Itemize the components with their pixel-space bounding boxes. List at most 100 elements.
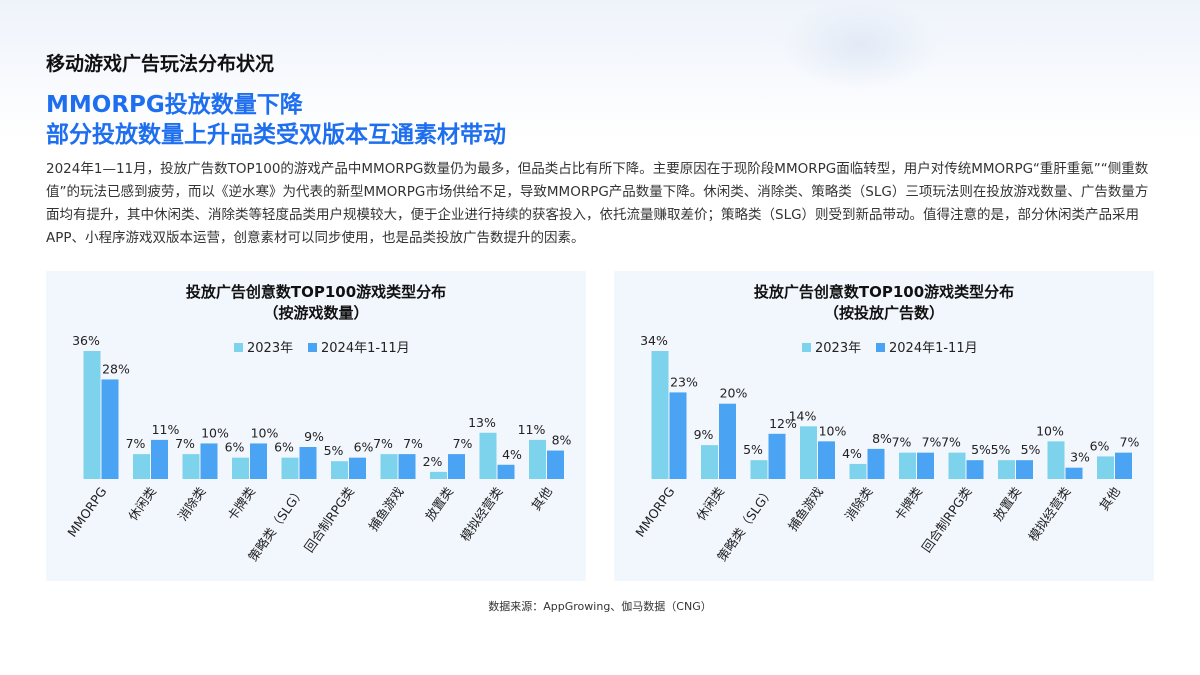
bar-2023-3	[800, 426, 817, 479]
category-label-7: 放置类	[990, 484, 1024, 524]
category-label-3: 卡牌类	[224, 484, 258, 524]
category-label-9: 其他	[1096, 484, 1123, 513]
bar-2024-9	[547, 450, 564, 479]
bar-chart-by-game-count: 投放广告创意数TOP100游戏类型分布 （按游戏数量） 2023年 2024年1-11…	[64, 283, 572, 564]
bar-2023-4	[281, 457, 299, 479]
bar-2023-2	[750, 460, 768, 479]
legend-swatch-1	[876, 343, 885, 352]
value-label-2024-0: 23%	[670, 374, 698, 389]
bar-2023-1	[701, 445, 718, 479]
value-label-2023-8: 10%	[1036, 423, 1064, 438]
legend-swatch-1	[308, 343, 317, 352]
value-label-2024-6: 7%	[403, 436, 423, 451]
value-label-2023-0: 36%	[72, 333, 100, 348]
bar-2024-3	[250, 443, 267, 479]
value-label-2024-2: 12%	[769, 416, 797, 431]
value-label-2023-1: 7%	[126, 436, 146, 451]
value-label-2023-6: 7%	[373, 436, 393, 451]
value-label-2023-5: 5%	[324, 443, 344, 458]
bar-2024-1	[719, 403, 736, 479]
bar-2024-6	[398, 454, 416, 479]
legend-swatch-0	[802, 343, 811, 352]
value-label-2023-6: 7%	[941, 435, 961, 450]
body-paragraph: 2024年1—11月，投放广告数TOP100的游戏产品中MMORPG数量仍为最多…	[46, 161, 1149, 246]
bar-2024-6	[966, 460, 984, 479]
bar-chart-by-ad-count: 投放广告创意数TOP100游戏类型分布 （按投放广告数） 2023年 2024年1-1…	[632, 283, 1140, 564]
bar-2024-3	[818, 441, 835, 479]
legend-label-1: 2024年1-11月	[889, 341, 978, 356]
value-label-2024-5: 6%	[354, 440, 374, 455]
chart-subtitle: （按投放广告数）	[824, 304, 944, 322]
value-label-2023-3: 6%	[225, 440, 245, 455]
value-label-2024-1: 20%	[720, 386, 748, 401]
headline-line-2: 部分投放数量上升品类受双版本互通素材带动	[46, 122, 506, 148]
category-label-6: 捕鱼游戏	[365, 484, 406, 534]
value-label-2024-4: 8%	[872, 431, 892, 446]
value-label-2024-3: 10%	[819, 423, 847, 438]
header-background	[0, 0, 1200, 140]
value-label-2023-5: 7%	[892, 435, 912, 450]
category-label-0: MMORPG	[632, 484, 677, 540]
bar-2024-5	[917, 452, 934, 479]
bar-2023-9	[529, 439, 546, 479]
value-label-2023-4: 4%	[842, 446, 862, 461]
value-label-2024-8: 4%	[502, 447, 522, 462]
value-label-2024-1: 11%	[152, 422, 180, 437]
bar-2023-7	[430, 471, 447, 479]
bar-2024-1	[151, 439, 168, 479]
bar-2023-5	[331, 461, 348, 479]
category-label-1: 休闲类	[125, 484, 159, 524]
bar-2023-8	[1047, 441, 1065, 479]
value-label-2024-4: 9%	[304, 429, 324, 444]
bar-2024-7	[448, 454, 465, 479]
bar-2023-4	[849, 463, 867, 479]
bar-2023-6	[948, 452, 966, 479]
bar-2024-4	[299, 447, 317, 479]
value-label-2023-8: 13%	[468, 415, 496, 430]
legend-swatch-0	[234, 343, 243, 352]
bar-2024-2	[200, 443, 218, 479]
bar-2024-0	[101, 379, 119, 479]
value-label-2023-1: 9%	[694, 427, 714, 442]
category-label-4: 消除类	[842, 484, 876, 524]
value-label-2023-0: 34%	[640, 333, 668, 348]
legend-label-0: 2023年	[247, 341, 293, 356]
value-label-2024-9: 8%	[552, 433, 572, 448]
headline-line-1: MMORPG投放数量下降	[46, 92, 303, 118]
bar-2024-2	[768, 433, 786, 479]
value-label-2023-3: 14%	[789, 408, 817, 423]
bar-2023-9	[1097, 456, 1114, 479]
chart-panel-by-ad-count: 投放广告创意数TOP100游戏类型分布 （按投放广告数） 2023年 2024年1-1…	[614, 271, 1154, 581]
category-label-7: 放置类	[422, 484, 456, 524]
value-label-2023-2: 7%	[175, 436, 195, 451]
value-label-2023-7: 5%	[991, 442, 1011, 457]
chart-title: 投放广告创意数TOP100游戏类型分布	[186, 283, 446, 301]
category-label-8: 模拟经营类	[457, 484, 505, 544]
category-label-5: 回合制RPG类	[301, 484, 357, 555]
legend-label-1: 2024年1-11月	[321, 341, 410, 356]
category-label-6: 回合制RPG类	[919, 484, 975, 555]
bar-2024-9	[1115, 452, 1132, 479]
bar-2023-7	[998, 460, 1015, 479]
category-label-9: 其他	[528, 484, 555, 513]
decorative-shape	[780, 0, 940, 90]
category-label-1: 休闲类	[693, 484, 727, 524]
value-label-2024-6: 5%	[971, 442, 991, 457]
value-label-2023-7: 2%	[423, 454, 443, 469]
bar-2024-7	[1016, 460, 1033, 479]
value-label-2024-0: 28%	[102, 361, 130, 376]
bar-2023-1	[133, 454, 150, 479]
chart-panel-by-game-count: 投放广告创意数TOP100游戏类型分布 （按游戏数量） 2023年 2024年1-11…	[46, 271, 586, 581]
bar-2023-6	[380, 454, 398, 479]
category-label-2: 消除类	[175, 484, 209, 524]
bar-2023-0	[83, 351, 101, 479]
value-label-2024-7: 7%	[453, 436, 473, 451]
chart-title: 投放广告创意数TOP100游戏类型分布	[754, 283, 1014, 301]
value-label-2024-9: 7%	[1120, 435, 1140, 450]
value-label-2024-5: 7%	[922, 435, 942, 450]
value-label-2023-9: 6%	[1090, 438, 1110, 453]
bar-2024-5	[349, 457, 366, 479]
bar-2024-0	[669, 392, 687, 479]
bar-2023-0	[651, 351, 669, 479]
bar-2023-3	[232, 457, 249, 479]
